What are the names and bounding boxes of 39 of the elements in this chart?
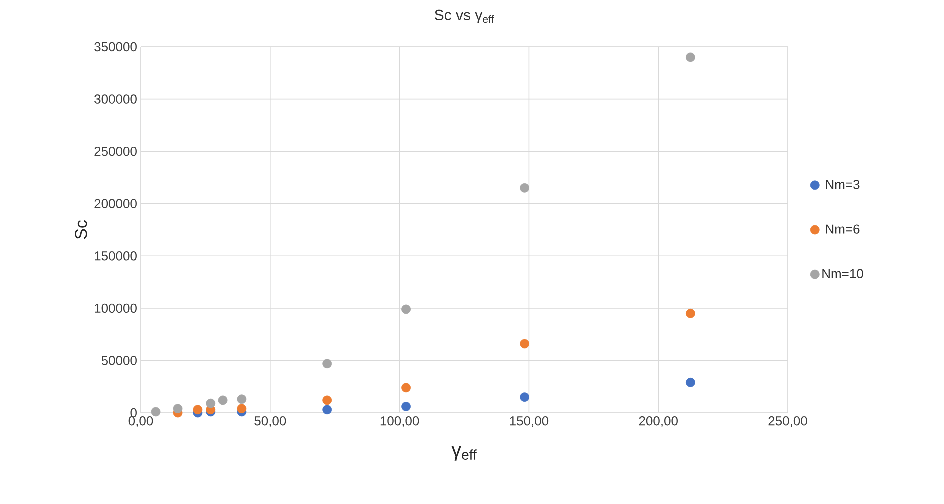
point: [206, 398, 216, 408]
y-axis-title: Sc: [75, 220, 88, 240]
y-tick-label: 100000: [95, 304, 137, 314]
point: [686, 378, 696, 388]
point: [322, 405, 332, 415]
point: [402, 383, 411, 393]
point: [173, 404, 183, 414]
point: [322, 396, 332, 406]
y-tick-label: 250000: [94, 146, 137, 156]
point: [520, 339, 530, 349]
point: [193, 405, 203, 415]
x-axis-title: γ$_{eff}$: [452, 446, 477, 461]
point: [520, 183, 530, 193]
y-tick-label: 50000: [102, 356, 137, 366]
x-tick-label: 50,00: [254, 416, 286, 428]
point: [237, 394, 247, 404]
y-tick-label: 350000: [94, 42, 137, 52]
y-tick-label: 300000: [94, 94, 137, 104]
point: [402, 304, 411, 314]
point: [237, 404, 247, 414]
point: [520, 392, 530, 402]
point: [218, 396, 228, 406]
legend-label: Nm=3: [826, 180, 860, 190]
point: [151, 407, 161, 417]
legend-label: Nm=6: [826, 224, 860, 234]
x-tick-label: 150,00: [510, 416, 549, 428]
x-tick-label: 100,00: [380, 416, 420, 428]
x-tick-label: 250,00: [768, 416, 808, 428]
x-tick-label: 0,00: [128, 416, 154, 428]
y-tick-label: 200000: [94, 199, 137, 208]
chart-title: Sc vs γ$_{eff}$: [435, 10, 494, 24]
y-tick-label: 0: [130, 408, 137, 418]
point: [402, 402, 411, 412]
point: [686, 52, 696, 62]
x-tick-label: 200,00: [639, 416, 678, 428]
point: [686, 308, 696, 318]
y-tick-label: 150000: [95, 252, 137, 261]
legend-label: Nm=10: [822, 269, 864, 278]
point: [322, 359, 332, 369]
